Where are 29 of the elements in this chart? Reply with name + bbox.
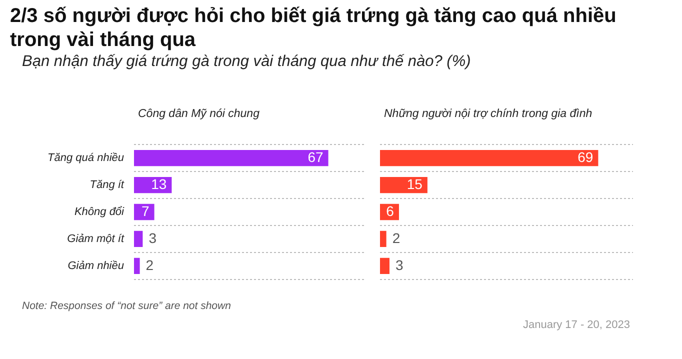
- bar: [380, 230, 386, 248]
- data-label: 2: [146, 256, 154, 273]
- data-label: 67: [308, 148, 324, 165]
- bar: [134, 150, 328, 166]
- data-label: 3: [148, 230, 157, 246]
- text: Công dân Mỹ nói chung: [138, 108, 260, 120]
- chart-subtitle: Bạn nhận thấy giá trứng gà trong vài tháng qua như thế nào? (%): [22, 53, 471, 71]
- y-tick-label: Không đổi: [74, 206, 125, 218]
- y-tick-label: Tăng ít: [90, 179, 125, 192]
- data-label: 7: [142, 202, 150, 219]
- data-label: 13: [151, 176, 167, 192]
- bar: [380, 150, 598, 166]
- bar: [134, 258, 140, 274]
- y-tick-label: Tăng quá nhiều: [48, 152, 124, 164]
- chart-title: 2/3 số người được hỏi cho biết giá trứng gà tăng cao quá nhiều trong vài tháng qua: [10, 4, 618, 52]
- bar: [134, 204, 154, 220]
- bar: [380, 176, 428, 194]
- data-label: 3: [395, 256, 404, 273]
- data-label: 2: [392, 230, 400, 246]
- data-label: 15: [406, 176, 423, 192]
- y-tick-label: Giảm một ít: [67, 233, 125, 246]
- y-tick-label: Giảm nhiều: [68, 260, 124, 272]
- text: Note: Responses of “not sure” are not shown: [22, 300, 231, 312]
- data-label: 69: [578, 148, 594, 165]
- bar: [380, 258, 390, 274]
- text: Những người nội trợ chính trong gia đình: [384, 108, 592, 120]
- bar: [134, 230, 143, 248]
- text: January 17 - 20, 2023: [522, 319, 630, 331]
- data-label: 6: [386, 202, 394, 219]
